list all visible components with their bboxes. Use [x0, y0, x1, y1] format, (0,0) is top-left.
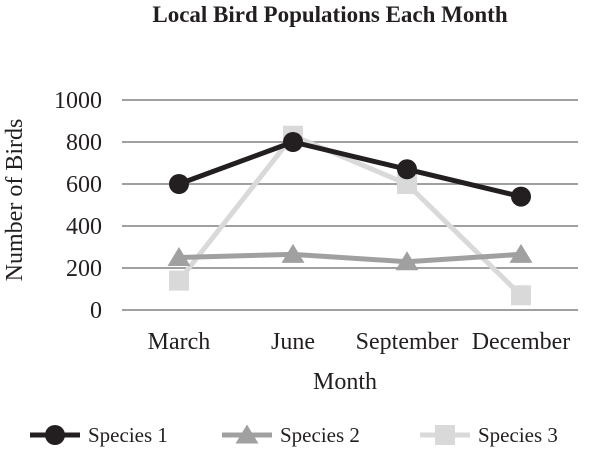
- gridlines: [122, 99, 578, 311]
- chart-title: Local Bird Populations Each Month: [152, 2, 507, 27]
- y-axis-ticks: 0 200 400 600 800 1000: [54, 88, 102, 324]
- data-point: [397, 174, 417, 194]
- data-point: [169, 174, 189, 194]
- data-point: [281, 243, 305, 263]
- series-line: [178, 139, 522, 200]
- data-point: [435, 425, 455, 445]
- data-point: [511, 285, 531, 306]
- x-axis-label: Month: [313, 369, 377, 395]
- x-tick-label: December: [472, 329, 571, 355]
- data-point: [169, 270, 189, 291]
- series-3: [169, 125, 531, 306]
- series-line: [177, 133, 523, 298]
- x-tick-label: September: [356, 329, 459, 355]
- y-tick-label: 400: [66, 214, 102, 240]
- data-point: [167, 247, 191, 267]
- legend-label: Species 3: [478, 423, 558, 447]
- data-point: [235, 424, 259, 444]
- legend: Species 1 Species 2 Species 3: [30, 423, 558, 447]
- y-axis-label: Number of Birds: [2, 119, 28, 282]
- series-2: [167, 243, 533, 271]
- data-point: [45, 425, 65, 445]
- legend-item: Species 3: [420, 423, 558, 447]
- y-tick-label: 800: [66, 130, 102, 156]
- x-tick-label: March: [148, 329, 211, 355]
- data-point: [395, 251, 419, 271]
- data-point: [509, 243, 533, 263]
- legend-label: Species 2: [280, 423, 360, 447]
- legend-item: Species 2: [222, 423, 360, 447]
- y-tick-label: 1000: [54, 88, 102, 114]
- legend-label: Species 1: [88, 423, 168, 447]
- x-axis-ticks: March June September December: [148, 329, 571, 355]
- data-point: [283, 132, 303, 152]
- y-tick-label: 600: [66, 172, 102, 198]
- data-point: [511, 186, 531, 207]
- series-layer: [167, 125, 533, 306]
- y-tick-label: 0: [90, 298, 102, 324]
- x-tick-label: June: [271, 329, 315, 355]
- y-tick-label: 200: [66, 256, 102, 282]
- series-1: [169, 132, 531, 207]
- data-point: [397, 159, 417, 180]
- legend-item: Species 1: [30, 423, 168, 447]
- series-line: [178, 251, 522, 265]
